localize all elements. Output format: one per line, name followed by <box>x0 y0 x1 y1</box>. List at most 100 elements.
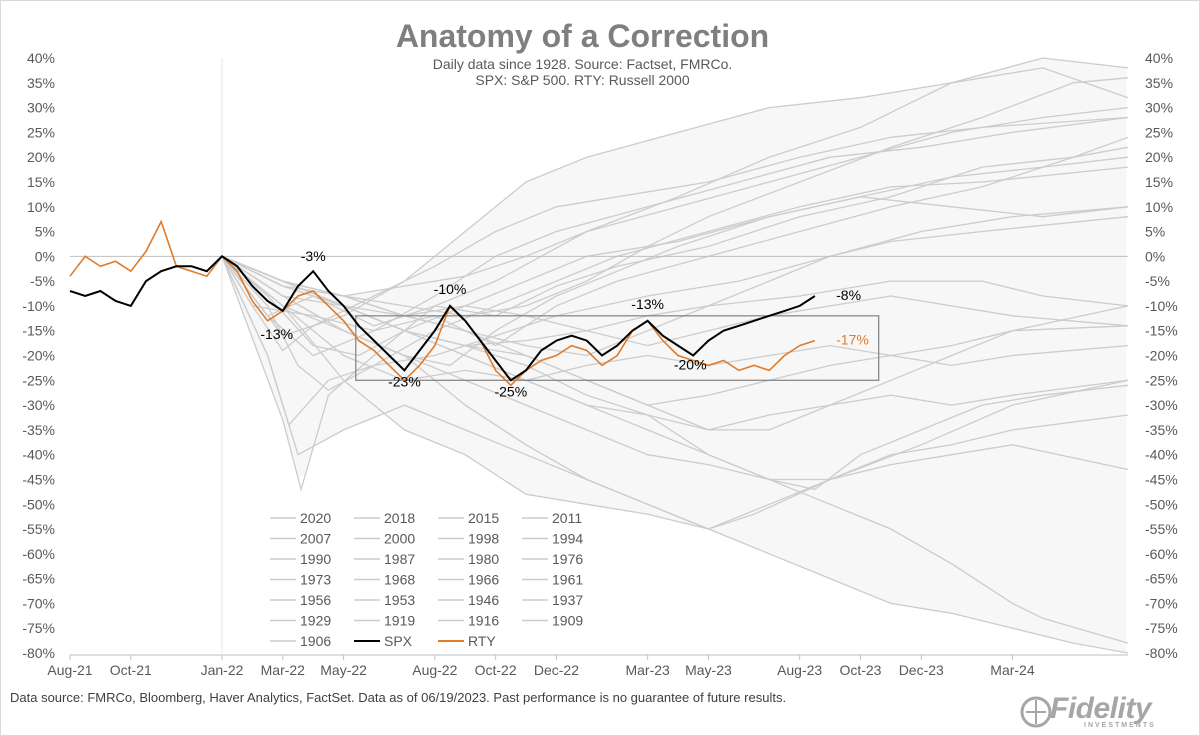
y-tick-label-right: -30% <box>1145 397 1178 413</box>
y-tick-label-left: 0% <box>35 248 55 264</box>
y-tick-label-left: 30% <box>27 100 55 116</box>
y-tick-label-right: -50% <box>1145 496 1178 512</box>
x-tick-label: Aug-21 <box>47 662 92 678</box>
y-tick-label-right: 5% <box>1145 224 1165 240</box>
y-tick-label-left: 25% <box>27 124 55 140</box>
legend-label-2011: 2011 <box>552 510 582 526</box>
y-tick-label-right: 30% <box>1145 100 1173 116</box>
y-tick-label-right: 20% <box>1145 149 1173 165</box>
y-tick-label-right: 15% <box>1145 174 1173 190</box>
y-tick-label-left: -35% <box>22 422 55 438</box>
legend-label-1968: 1968 <box>384 572 415 588</box>
data-label: -8% <box>836 287 861 303</box>
history-line-1980 <box>221 57 1129 337</box>
y-tick-label-left: -80% <box>22 645 55 661</box>
x-tick-label: May-23 <box>685 662 732 678</box>
legend-label-1973: 1973 <box>300 572 331 588</box>
data-label: -10% <box>434 281 467 297</box>
history-line-1909 <box>221 255 1129 347</box>
y-tick-label-right: -15% <box>1145 323 1178 339</box>
y-tick-label-left: -5% <box>30 273 55 289</box>
y-tick-label-left: 35% <box>27 75 55 91</box>
y-tick-label-right: -10% <box>1145 298 1178 314</box>
legend-label-2015: 2015 <box>468 510 499 526</box>
legend-label-1994: 1994 <box>552 531 583 547</box>
data-label: -13% <box>260 326 293 342</box>
legend-label-1990: 1990 <box>300 551 331 567</box>
legend-label-1998: 1998 <box>468 531 499 547</box>
legend-label-1937: 1937 <box>552 592 583 608</box>
history-line-1937 <box>221 255 1129 530</box>
y-tick-label-left: -50% <box>22 496 55 512</box>
legend-label-1961: 1961 <box>552 572 583 588</box>
x-tick-label: Jan-22 <box>201 662 244 678</box>
y-tick-label-right: 0% <box>1145 248 1165 264</box>
legend-label-2018: 2018 <box>384 510 415 526</box>
y-tick-label-right: -70% <box>1145 595 1178 611</box>
fidelity-wordmark: Fidelity <box>1050 692 1152 725</box>
x-tick-label: Mar-23 <box>625 662 670 678</box>
history-line-2011 <box>221 156 1129 357</box>
x-tick-label: Aug-22 <box>412 662 457 678</box>
x-tick-label: Oct-21 <box>110 662 152 678</box>
y-tick-label-left: -40% <box>22 447 55 463</box>
fidelity-emblem-icon <box>1020 696 1052 728</box>
legend-label-SPX: SPX <box>384 633 413 649</box>
legend-label-1916: 1916 <box>468 613 499 629</box>
history-line-1990 <box>221 116 1129 357</box>
y-tick-label-left: 40% <box>27 50 55 66</box>
y-tick-label-right: -75% <box>1145 620 1178 636</box>
data-label: -20% <box>674 357 707 373</box>
y-tick-label-left: -70% <box>22 595 55 611</box>
x-tick-label: May-22 <box>320 662 367 678</box>
x-tick-label: Oct-23 <box>839 662 881 678</box>
legend-label-1980: 1980 <box>468 551 499 567</box>
legend-label-2007: 2007 <box>300 531 331 547</box>
x-tick-label: Mar-24 <box>990 662 1035 678</box>
legend-label-2020: 2020 <box>300 510 331 526</box>
legend-label-1976: 1976 <box>552 551 583 567</box>
data-label: -3% <box>301 248 326 264</box>
y-tick-label-right: -65% <box>1145 571 1178 587</box>
source-footnote: Data source: FMRCo, Bloomberg, Haver Ana… <box>10 690 787 705</box>
legend-label-1906: 1906 <box>300 633 331 649</box>
legend-label-1946: 1946 <box>468 592 499 608</box>
chart-subtitle-1: Daily data since 1928. Source: Factset, … <box>432 56 733 72</box>
x-tick-label: Mar-22 <box>261 662 306 678</box>
history-line-1929 <box>221 256 1129 654</box>
y-tick-label-right: -80% <box>1145 645 1178 661</box>
y-tick-label-left: -20% <box>22 348 55 364</box>
y-tick-label-right: -25% <box>1145 372 1178 388</box>
x-tick-label: Dec-22 <box>534 662 579 678</box>
history-line-1946 <box>221 255 1129 381</box>
highlight-box <box>355 315 880 381</box>
legend-label-1909: 1909 <box>552 613 583 629</box>
legend-label-2000: 2000 <box>384 531 415 547</box>
y-tick-label-left: -55% <box>22 521 55 537</box>
y-tick-label-left: 20% <box>27 149 55 165</box>
y-tick-label-left: -15% <box>22 323 55 339</box>
y-tick-label-right: 10% <box>1145 199 1173 215</box>
y-tick-label-right: -20% <box>1145 348 1178 364</box>
y-tick-label-right: 40% <box>1145 50 1173 66</box>
y-tick-label-left: -60% <box>22 546 55 562</box>
fidelity-subtext: INVESTMENTS <box>1084 722 1156 729</box>
y-tick-label-right: -40% <box>1145 447 1178 463</box>
y-tick-label-left: 10% <box>27 199 55 215</box>
y-tick-label-right: -35% <box>1145 422 1178 438</box>
y-tick-label-right: 35% <box>1145 75 1173 91</box>
y-tick-label-right: -5% <box>1145 273 1170 289</box>
legend-label-1987: 1987 <box>384 551 415 567</box>
history-line-1987 <box>221 206 1129 427</box>
spx-line <box>69 255 816 382</box>
y-tick-label-right: -45% <box>1145 471 1178 487</box>
data-label: -23% <box>388 373 421 389</box>
y-tick-label-left: -45% <box>22 471 55 487</box>
legend-label-1919: 1919 <box>384 613 415 629</box>
y-tick-label-left: -30% <box>22 397 55 413</box>
legend-label-1953: 1953 <box>384 592 415 608</box>
y-tick-label-right: -55% <box>1145 521 1178 537</box>
x-tick-label: Aug-23 <box>777 662 822 678</box>
x-tick-label: Oct-22 <box>475 662 517 678</box>
